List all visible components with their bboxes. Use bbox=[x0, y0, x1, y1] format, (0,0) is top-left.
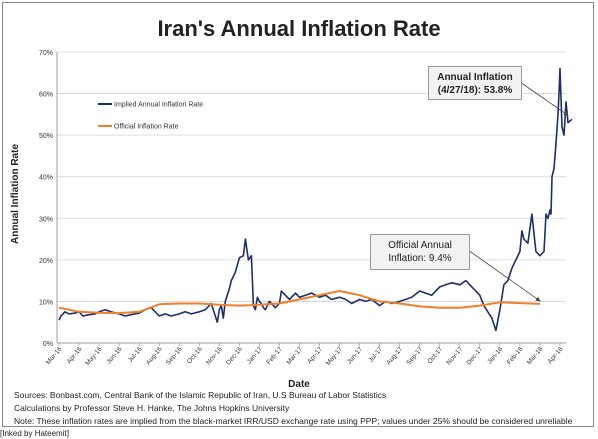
sources-line: Sources: Bonbast.com, Central Bank of th… bbox=[14, 390, 387, 400]
x-tick-label: Aug-16 bbox=[145, 345, 164, 366]
note-line: Note: These inflation rates are implied … bbox=[14, 416, 573, 426]
y-tick-label: 60% bbox=[39, 92, 53, 99]
y-tick-label: 40% bbox=[39, 175, 53, 182]
y-tick-labels: 0% 10% 20% 30% 40% 50% 60% 70% bbox=[39, 50, 53, 348]
x-tick-label: Nov-16 bbox=[205, 346, 224, 367]
footer-caption: [Inked by Hateemit] bbox=[0, 429, 69, 438]
official-annotation-arrow bbox=[467, 249, 541, 302]
legend-label: Official Inflation Rate bbox=[114, 124, 179, 131]
x-tick-label: Feb-18 bbox=[506, 346, 525, 367]
x-tick-label: Dec-16 bbox=[225, 346, 244, 367]
y-tick-label: 30% bbox=[39, 216, 53, 223]
calculations-line: Calculations by Professor Steve H. Hanke… bbox=[14, 403, 290, 413]
x-tick-label: May-16 bbox=[84, 346, 104, 367]
x-tick-label: Jul-16 bbox=[127, 346, 144, 364]
gridlines bbox=[56, 51, 566, 344]
implied-annotation-arrow bbox=[519, 81, 569, 116]
y-tick-label: 0% bbox=[43, 341, 53, 348]
y-tick-label: 20% bbox=[39, 258, 53, 265]
annotation-arrows bbox=[467, 81, 569, 302]
official-annotation-line2: Inflation: 9.4% bbox=[388, 253, 452, 264]
x-tick-label: Jun-17 bbox=[346, 345, 364, 365]
x-tick-label: Nov-17 bbox=[445, 346, 464, 367]
x-axis-label: Date bbox=[288, 379, 310, 390]
legend: Implied Annual Inflation Rate Official In… bbox=[98, 102, 203, 131]
y-tick-label: 50% bbox=[39, 133, 53, 140]
x-tick-label: Jun-16 bbox=[106, 345, 124, 365]
implied-annotation-line1: Annual Inflation bbox=[437, 72, 513, 83]
official-annotation-line1: Official Annual bbox=[388, 240, 452, 251]
x-tick-label: Jan-18 bbox=[486, 345, 504, 365]
x-tick-label: Apr-18 bbox=[547, 345, 565, 365]
official-inflation-line bbox=[58, 290, 540, 315]
implied-annotation-line2: (4/27/18): 53.8% bbox=[437, 85, 513, 96]
x-tick-label: Sep-17 bbox=[405, 345, 424, 366]
y-tick-label: 10% bbox=[39, 299, 53, 306]
legend-label: Implied Annual Inflation Rate bbox=[114, 102, 203, 109]
official-annotation-box: Official Annual Inflation: 9.4% bbox=[370, 234, 470, 270]
x-tick-label: Dec-17 bbox=[466, 346, 485, 367]
x-tick-label: Mar-16 bbox=[45, 345, 64, 366]
x-tick-label: Mar-18 bbox=[526, 345, 545, 366]
x-tick-label: Jan-17 bbox=[246, 345, 264, 365]
x-tick-label: Mar-17 bbox=[285, 345, 304, 366]
chart-title: Iran's Annual Inflation Rate bbox=[157, 16, 441, 41]
x-tick-label: Oct-17 bbox=[426, 345, 444, 365]
x-tick-labels: Mar-16 Apr-16 May-16 Jun-16 Jul-16 Aug-16 Sep-… bbox=[45, 343, 565, 367]
x-tick-label: Oct-16 bbox=[186, 345, 204, 365]
x-tick-label: Feb-17 bbox=[265, 346, 284, 367]
x-tick-label: Sep-16 bbox=[165, 345, 184, 366]
implied-annotation-box: Annual Inflation (4/27/18): 53.8% bbox=[428, 66, 522, 100]
y-tick-label: 70% bbox=[39, 50, 53, 57]
x-tick-label: Jul-17 bbox=[367, 346, 384, 364]
x-tick-label: May-17 bbox=[325, 346, 345, 367]
x-tick-label: Apr-17 bbox=[306, 345, 324, 365]
x-tick-label: Aug-17 bbox=[385, 345, 404, 366]
series-lines bbox=[58, 67, 573, 332]
x-tick-label: Apr-16 bbox=[66, 345, 84, 365]
